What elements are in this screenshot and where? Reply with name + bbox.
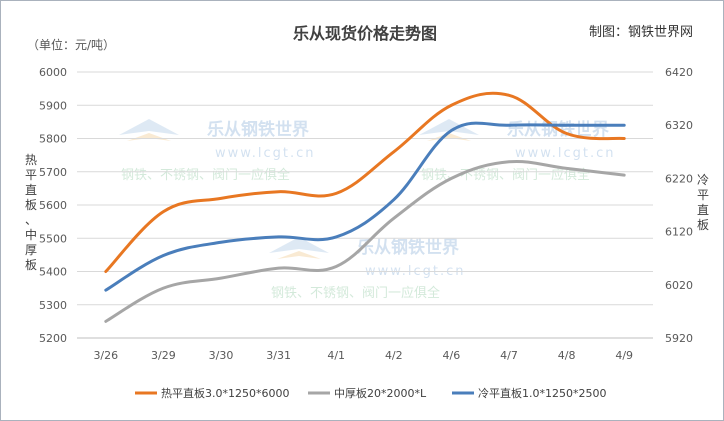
left-y-tick-label: 5500	[39, 232, 67, 245]
watermark-logo-icon	[277, 251, 321, 259]
legend-item: 中厚板20*2000*L	[308, 386, 427, 400]
right-y-tick-label: 6320	[665, 119, 693, 132]
right-y-tick-label: 5920	[665, 332, 693, 345]
watermark-logo-icon	[419, 119, 479, 135]
series-line-1	[104, 91, 626, 273]
x-tick-label: 3/26	[93, 349, 118, 362]
series-line-3	[104, 121, 626, 292]
left-y-tick-label: 5300	[39, 299, 67, 312]
left-y-tick-label: 5700	[39, 166, 67, 179]
unit-label: （单位：元/吨）	[27, 37, 115, 52]
series-lines	[104, 91, 626, 323]
x-tick-label: 3/29	[151, 349, 176, 362]
watermark-name: 乐从钢铁世界	[357, 237, 459, 258]
watermark-name: 乐从钢铁世界	[207, 119, 309, 140]
watermark-logo-icon	[427, 133, 471, 141]
x-tick-label: 4/8	[558, 349, 576, 362]
axis-title-text: 热平直板、中厚板	[25, 153, 37, 272]
watermark-slogan: 钢铁、不锈钢、阀门一应俱全	[121, 167, 290, 183]
x-tick-label: 3/30	[209, 349, 234, 362]
left-y-tick-label: 5200	[39, 332, 67, 345]
left-axis-title: 热平直板、中厚板	[25, 153, 37, 272]
x-tick-label: 4/9	[615, 349, 633, 362]
left-y-axis-ticks: 6000 5900 5800 5700 5600 5500 5400 5300 5200	[39, 66, 67, 345]
legend-item: 热平直板3.0*1250*6000	[135, 386, 289, 400]
legend-label: 冷平直板1.0*1250*2500	[478, 386, 606, 400]
watermark-url: www.lcgt.cn	[215, 146, 315, 161]
x-axis-ticks: 3/26 3/29 3/30 3/31 4/1 4/2 4/6 4/7 4/8 4/9	[93, 349, 633, 362]
watermark-slogan: 钢铁、不锈钢、阀门一应俱全	[271, 285, 440, 301]
chart-title: 乐从现货价格走势图	[293, 24, 437, 43]
legend: 热平直板3.0*1250*6000 中厚板20*2000*L 冷平直板1.0*125…	[135, 386, 606, 400]
left-y-tick-label: 5800	[39, 133, 67, 146]
left-y-tick-label: 5600	[39, 199, 67, 212]
x-tick-label: 4/1	[327, 349, 345, 362]
watermark-logo-icon	[119, 119, 179, 135]
x-tick-label: 3/31	[266, 349, 291, 362]
x-tick-label: 4/2	[385, 349, 403, 362]
x-tick-label: 4/7	[500, 349, 518, 362]
legend-label: 中厚板20*2000*L	[334, 386, 427, 400]
left-y-tick-label: 5400	[39, 266, 67, 279]
watermarks: 乐从钢铁世界www.lcgt.cn钢铁、不锈钢、阀门一应俱全乐从钢铁世界www.…	[119, 119, 615, 301]
right-axis-title: 冷平直板	[697, 173, 709, 232]
left-y-tick-label: 5900	[39, 99, 67, 112]
right-y-tick-label: 6420	[665, 66, 693, 79]
right-y-tick-label: 6020	[665, 279, 693, 292]
source-label: 制图：钢铁世界网	[589, 25, 693, 40]
watermark: 乐从钢铁世界 www.lcgt.cn 钢铁、不锈钢、阀门一应俱全	[119, 119, 315, 183]
series-line-2	[104, 159, 626, 323]
watermark-url: www.lcgt.cn	[515, 146, 615, 161]
x-tick-label: 4/6	[443, 349, 461, 362]
left-y-tick-label: 6000	[39, 66, 67, 79]
right-y-tick-label: 6220	[665, 172, 693, 185]
axis-title-text: 冷平直板	[697, 173, 709, 232]
legend-label: 热平直板3.0*1250*6000	[161, 386, 289, 400]
right-y-tick-label: 6120	[665, 226, 693, 239]
gridlines	[77, 71, 653, 339]
watermark-logo-icon	[269, 237, 329, 253]
legend-item: 冷平直板1.0*1250*2500	[452, 386, 606, 400]
watermark-slogan: 钢铁、不锈钢、阀门一应俱全	[421, 167, 590, 183]
watermark-logo-icon	[127, 133, 171, 141]
right-y-axis-ticks: 6420 6320 6220 6120 6020 5920	[665, 66, 693, 345]
